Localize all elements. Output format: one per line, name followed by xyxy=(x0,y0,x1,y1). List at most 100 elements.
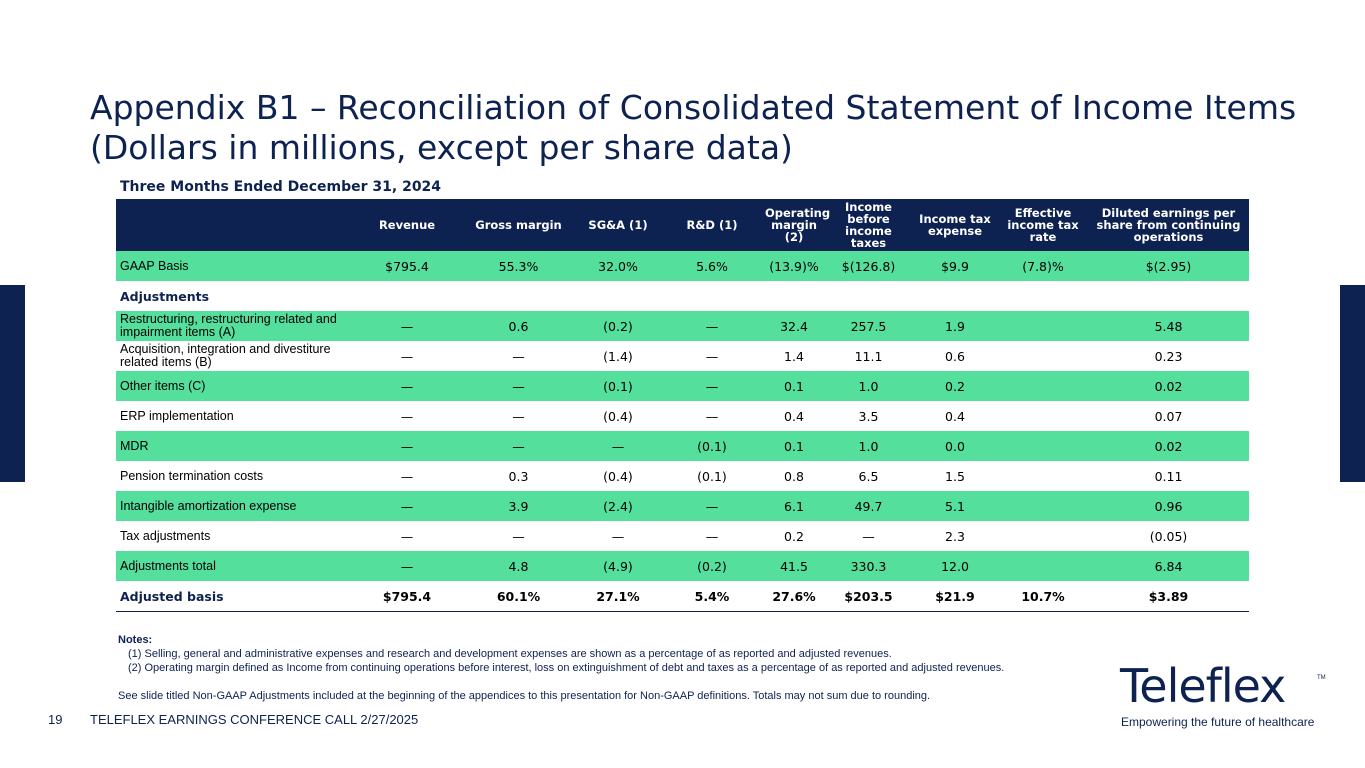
slide-title-line1: Appendix B1 – Reconciliation of Consolid… xyxy=(90,88,1297,127)
table-cell: 27.6% xyxy=(763,581,825,612)
table-cell: 0.2 xyxy=(784,528,804,544)
table-cell: (2.4) xyxy=(575,491,661,521)
table-cell: 0.02 xyxy=(1088,431,1249,461)
table-cell: 49.7 xyxy=(825,491,912,521)
row-label: GAAP Basis xyxy=(116,251,352,281)
table-cell: (1.4) xyxy=(603,348,633,364)
table-cell xyxy=(998,551,1088,581)
table-cell: 0.6 xyxy=(462,311,575,341)
table-cell xyxy=(912,281,998,311)
row-label: ERP implementation xyxy=(120,408,234,423)
table-cell: (0.2) xyxy=(575,311,661,341)
table-cell: — xyxy=(862,528,875,544)
table-cell: 32.0% xyxy=(575,251,661,281)
table-cell xyxy=(352,281,462,311)
table-cell: 1.0 xyxy=(825,431,912,461)
table-cell xyxy=(998,431,1088,461)
table-cell xyxy=(998,281,1088,311)
table-cell xyxy=(998,401,1088,431)
header-cell: Effective income tax rate xyxy=(998,199,1088,251)
table-cell: 1.0 xyxy=(825,371,912,401)
header-cell: R&D (1) xyxy=(661,199,763,251)
header-cell: Income tax expense xyxy=(912,199,998,251)
header-cell: SG&A (1) xyxy=(575,199,661,251)
row-label: Acquisition, integration and divestiture… xyxy=(120,342,331,369)
table-cell: — xyxy=(400,348,414,364)
table-cell: 60.1% xyxy=(462,581,575,612)
table-cell: 5.48 xyxy=(1088,311,1249,341)
table-cell: (0.4) xyxy=(603,408,633,424)
header-cell: Diluted earnings per share from continui… xyxy=(1088,199,1249,251)
table-cell: (0.1) xyxy=(697,468,727,484)
left-accent-bar xyxy=(0,285,25,482)
table-cell: — xyxy=(512,348,525,364)
table-cell xyxy=(1088,281,1249,311)
row-label: Pension termination costs xyxy=(120,468,264,483)
table-cell xyxy=(763,281,825,311)
reconciliation-table: Revenue Gross margin SG&A (1) R&D (1) Operat… xyxy=(116,199,1249,612)
row-label: Other items (C) xyxy=(116,371,352,401)
table-cell: 0.23 xyxy=(1154,348,1183,364)
table-cell: 0.6 xyxy=(945,348,965,364)
table-cell: — xyxy=(462,431,575,461)
table-cell: 1.4 xyxy=(784,348,804,364)
table-cell xyxy=(998,461,1088,491)
table-cell: 41.5 xyxy=(763,551,825,581)
table-row: Tax adjustments — — — — 0.2 — 2.3 (0.05) xyxy=(116,521,1249,551)
table-cell xyxy=(998,491,1088,521)
table-row: MDR — — — (0.1) 0.1 1.0 0.0 0.02 xyxy=(116,431,1249,461)
table-cell: 0.1 xyxy=(763,431,825,461)
table-cell: 0.07 xyxy=(1154,408,1183,424)
table-cell xyxy=(998,521,1088,551)
table-row: Adjusted basis $795.4 60.1% 27.1% 5.4% 27.6% $… xyxy=(116,581,1249,612)
table-row: Adjustments total —4.8 (4.9) (0.2) 41.5 330.3… xyxy=(116,551,1249,581)
header-cell: Revenue xyxy=(352,199,462,251)
row-label: Adjustments xyxy=(120,288,210,304)
table-cell: $(2.95) xyxy=(1088,251,1249,281)
table-row: Acquisition, integration and divestiture… xyxy=(116,341,1249,371)
page-number: 19 xyxy=(48,712,63,727)
table-cell: 0.3 xyxy=(508,468,529,484)
table-cell: — xyxy=(400,528,414,544)
table-header-row: Revenue Gross margin SG&A (1) R&D (1) Operat… xyxy=(116,199,1249,251)
table-cell: — xyxy=(512,528,525,544)
table-cell: 12.0 xyxy=(912,551,998,581)
notes-section: Notes: (1) Selling, general and administ… xyxy=(118,633,1118,703)
note-2: (2) Operating margin defined as Income f… xyxy=(128,662,1005,674)
slide-title: Appendix B1 – Reconciliation of Consolid… xyxy=(90,88,1297,168)
table-cell xyxy=(998,341,1088,371)
table-cell: 0.02 xyxy=(1088,371,1249,401)
table-cell: 2.3 xyxy=(945,528,965,544)
table-cell: — xyxy=(352,371,462,401)
table-cell: — xyxy=(400,408,414,424)
table-row: ERP implementation — — (0.4) — 0.4 3.5 0.4 0.07 xyxy=(116,401,1249,431)
table-cell: 0.2 xyxy=(912,371,998,401)
table-cell: 3.5 xyxy=(858,408,879,424)
table-cell: — xyxy=(400,468,414,484)
table-cell: (13.9)% xyxy=(763,251,825,281)
footer-text: TELEFLEX EARNINGS CONFERENCE CALL 2/27/2… xyxy=(90,712,419,727)
table-cell: $3.89 xyxy=(1088,581,1249,612)
table-cell: (7.8)% xyxy=(998,251,1088,281)
header-cell: Operating margin (2) xyxy=(763,199,830,251)
table-cell: — xyxy=(352,311,462,341)
table-row: Adjustments xyxy=(116,281,1249,311)
table-cell: 4.8 xyxy=(462,551,575,581)
table-cell: 27.1% xyxy=(575,581,661,612)
table-row: Other items (C) — — (0.1) —0.1 1.0 0.2 0.02 xyxy=(116,371,1249,401)
table-row: GAAP Basis $795.4 55.3% 32.0% 5.6% (13.9)% $(1… xyxy=(116,251,1249,281)
row-label: Intangible amortization expense xyxy=(116,491,352,521)
table-cell: 32.4 xyxy=(763,311,825,341)
notes-heading: Notes: xyxy=(118,634,153,646)
row-label: Tax adjustments xyxy=(120,528,211,543)
row-label: Restructuring, restructuring related and… xyxy=(116,311,352,341)
table-cell: — xyxy=(611,528,625,544)
table-cell: 1.9 xyxy=(912,311,998,341)
table-cell: — xyxy=(705,528,719,544)
table-cell: 257.5 xyxy=(825,311,912,341)
table-cell: 11.1 xyxy=(854,348,883,364)
table-row: Intangible amortization expense —3.9 (2.4)… xyxy=(116,491,1249,521)
table-cell: — xyxy=(512,408,525,424)
table-cell: 1.5 xyxy=(945,468,965,484)
table-cell: 0.96 xyxy=(1088,491,1249,521)
